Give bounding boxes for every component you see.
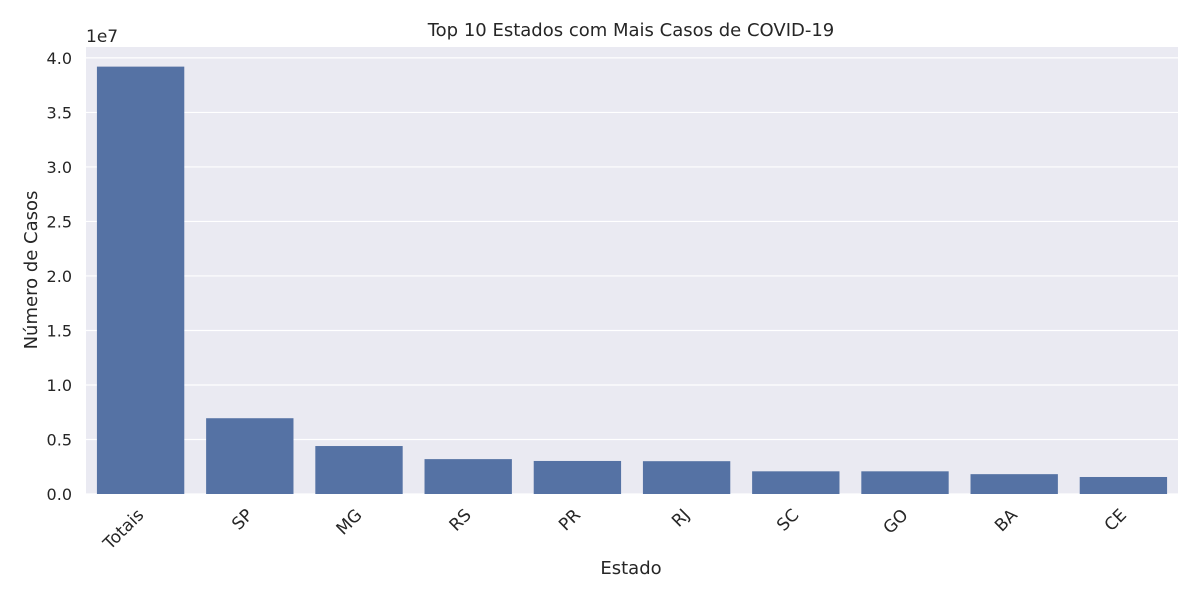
bar-rj — [642, 461, 731, 494]
x-tick-label: BA — [991, 505, 1022, 536]
y-tick-label: 2.5 — [47, 212, 72, 231]
y-tick-label: 3.5 — [47, 103, 72, 122]
x-tick-labels: Totais SP MG RS PR RJ SC GO BA CE — [99, 505, 1131, 554]
bar-pr — [533, 460, 622, 494]
y-axis-label: Número de Casos — [21, 191, 42, 350]
bar-sp — [206, 418, 294, 494]
y-axis-scale-label: 1e7 — [86, 27, 118, 47]
bar-go — [861, 471, 949, 494]
x-axis-label: Estado — [600, 558, 661, 579]
bars — [96, 66, 1168, 494]
x-tick-label: RJ — [668, 505, 694, 531]
y-tick-label: 1.0 — [47, 376, 72, 395]
y-tick-label: 2.0 — [47, 267, 72, 286]
x-tick-label: PR — [555, 505, 585, 535]
x-tick-label: CE — [1101, 505, 1131, 535]
y-tick-labels: 0.0 0.5 1.0 1.5 2.0 2.5 3.0 3.5 4.0 — [47, 49, 72, 504]
bar-sc — [752, 471, 840, 494]
bar-rs — [424, 459, 512, 494]
x-tick-label: MG — [333, 505, 367, 539]
x-tick-label: SP — [228, 505, 257, 534]
x-tick-label: SC — [773, 505, 803, 535]
y-tick-label: 0.5 — [47, 430, 72, 449]
chart-title: Top 10 Estados com Mais Casos de COVID-1… — [427, 20, 835, 41]
bar-ce — [1079, 476, 1168, 494]
bar-ba — [970, 474, 1058, 494]
x-tick-label: Totais — [99, 505, 148, 554]
x-tick-label: RS — [446, 505, 476, 535]
x-tick-label: GO — [880, 505, 913, 538]
y-tick-label: 4.0 — [47, 49, 72, 68]
bar-mg — [315, 446, 403, 494]
y-tick-label: 3.0 — [47, 158, 72, 177]
bar-totais — [96, 66, 185, 494]
y-tick-label: 1.5 — [47, 321, 72, 340]
y-tick-label: 0.0 — [47, 485, 72, 504]
